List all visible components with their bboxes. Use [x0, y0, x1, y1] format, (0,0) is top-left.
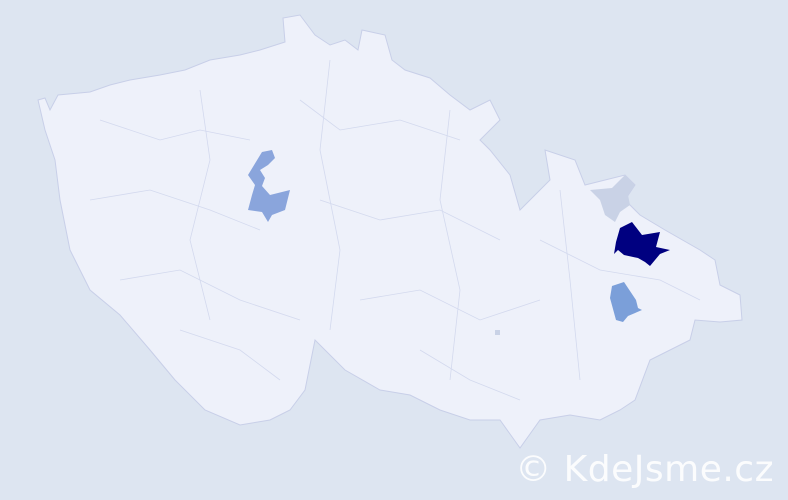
region-south-small: [495, 330, 500, 335]
region-central: [248, 150, 290, 222]
region-northeast-dark: [614, 222, 670, 266]
watermark: © KdeJsme.cz: [515, 449, 774, 490]
region-east-medium: [610, 282, 642, 322]
region-northeast-light: [590, 175, 635, 222]
district-borders: [89, 59, 701, 401]
